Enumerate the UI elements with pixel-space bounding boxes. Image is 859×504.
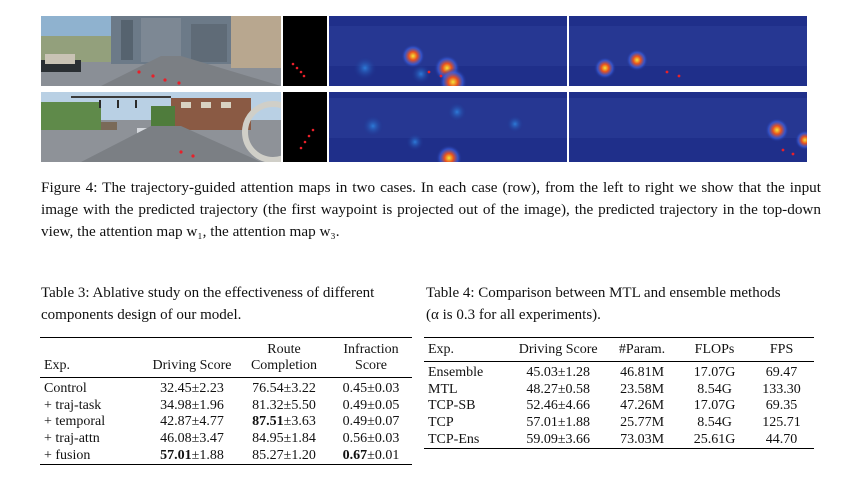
cell-driving-score: 57.01±1.88 <box>526 415 591 431</box>
cell-exp: Ensemble <box>428 365 484 381</box>
cell-driving-score: 42.87±4.77 <box>160 414 224 430</box>
input-image-case-1 <box>41 16 281 86</box>
cell-flops: 17.07G <box>693 398 736 414</box>
cell-infraction-score: 0.45±0.03 <box>342 381 400 397</box>
table-row: TCP-Ens 59.09±3.66 73.03M 25.61G 44.70 <box>424 431 814 449</box>
bev-trajectory-case-2 <box>283 92 327 162</box>
cell-params: 46.81M <box>620 365 665 381</box>
cell-flops: 17.07G <box>693 365 736 381</box>
cell-flops: 8.54G <box>697 415 732 431</box>
cell-infraction-score: 0.56±0.03 <box>342 431 400 447</box>
cell-exp: + traj-task <box>44 397 102 413</box>
cell-infraction-score-best: 0.67±0.01 <box>342 447 400 463</box>
col-header-driving-score: Driving Score <box>152 358 232 373</box>
figure-attention-maps <box>41 16 807 162</box>
cell-fps: 133.30 <box>762 381 801 397</box>
cell-infraction-score: 0.49±0.07 <box>342 414 400 430</box>
figure-caption-text: The trajectory-guided attention maps in … <box>41 179 821 240</box>
cell-exp: TCP <box>428 415 454 431</box>
table-row: + fusion 57.01±1.88 85.27±1.20 0.67±0.01 <box>40 447 412 465</box>
cell-route-completion: 84.95±1.84 <box>252 431 316 447</box>
figure-label: Figure 4: <box>41 179 98 196</box>
col-header-exp: Exp. <box>428 342 455 357</box>
cell-params: 23.58M <box>620 381 665 397</box>
cell-exp: Control <box>44 381 87 397</box>
cell-driving-score: 59.09±3.66 <box>526 431 591 447</box>
cell-infraction-score: 0.49±0.05 <box>342 397 400 413</box>
attention-map-w1-case-1 <box>329 16 567 86</box>
figure-row-case-1 <box>41 16 807 86</box>
table4-mtl-vs-ensemble: Exp. Driving Score #Param. FLOPs FPS Ens… <box>424 337 814 449</box>
col-header-route-completion: Route Completion <box>250 342 318 373</box>
figure-row-case-2 <box>41 92 807 162</box>
cell-exp: MTL <box>428 381 458 397</box>
table-header-row: Exp. Driving Score #Param. FLOPs FPS <box>424 337 814 362</box>
table-row: Control 32.45±2.23 76.54±3.22 0.45±0.03 <box>40 378 412 398</box>
cell-exp: + temporal <box>44 414 106 430</box>
attention-map-w3-case-2 <box>569 92 807 162</box>
cell-flops: 8.54G <box>697 381 732 397</box>
cell-driving-score: 32.45±2.23 <box>160 381 224 397</box>
table-row: TCP-SB 52.46±4.66 47.26M 17.07G 69.35 <box>424 398 814 415</box>
cell-fps: 69.35 <box>765 398 798 414</box>
table-row: + traj-task 34.98±1.96 81.32±5.50 0.49±0… <box>40 398 412 415</box>
cell-params: 47.26M <box>620 398 665 414</box>
cell-flops: 25.61G <box>693 431 736 447</box>
attention-map-w1-case-2 <box>329 92 567 162</box>
cell-exp: TCP-SB <box>428 398 476 414</box>
table3-ablation: Exp. Driving Score Route Completion Infr… <box>40 337 412 465</box>
cell-driving-score: 34.98±1.96 <box>160 397 224 413</box>
col-header-infraction-score: Infraction Score <box>343 342 399 373</box>
table-row: + temporal 42.87±4.77 87.51±3.63 0.49±0.… <box>40 414 412 431</box>
col-header-driving-score: Driving Score <box>518 342 598 357</box>
table-header-row: Exp. Driving Score Route Completion Infr… <box>40 337 412 378</box>
cell-route-completion: 81.32±5.50 <box>252 397 316 413</box>
col-header-exp: Exp. <box>44 358 71 373</box>
cell-exp: + fusion <box>44 447 91 463</box>
cell-params: 73.03M <box>620 431 665 447</box>
figure-caption: Figure 4: The trajectory-guided attentio… <box>41 177 821 243</box>
cell-fps: 44.70 <box>765 431 798 447</box>
cell-driving-score: 48.27±0.58 <box>526 381 591 397</box>
table-row: + traj-attn 46.08±3.47 84.95±1.84 0.56±0… <box>40 431 412 448</box>
col-header-fps: FPS <box>769 342 794 357</box>
col-header-params: #Param. <box>618 342 666 357</box>
table4-caption: Table 4: Comparison between MTL and ense… <box>426 285 781 323</box>
cell-driving-score: 46.08±3.47 <box>160 431 224 447</box>
attention-map-w3-case-1 <box>569 16 807 86</box>
cell-fps: 125.71 <box>762 415 801 431</box>
table-row: Ensemble 45.03±1.28 46.81M 17.07G 69.47 <box>424 362 814 382</box>
cell-driving-score: 52.46±4.66 <box>526 398 591 414</box>
cell-driving-score: 45.03±1.28 <box>526 365 591 381</box>
cell-route-completion: 76.54±3.22 <box>252 381 316 397</box>
cell-route-completion-best: 87.51±3.63 <box>252 414 316 430</box>
cell-driving-score-best: 57.01±1.88 <box>160 447 224 463</box>
cell-exp: TCP-Ens <box>428 431 480 447</box>
col-header-flops: FLOPs <box>694 342 735 357</box>
cell-route-completion: 85.27±1.20 <box>252 447 316 463</box>
table3-caption: Table 3: Ablative study on the effective… <box>41 285 375 323</box>
cell-params: 25.77M <box>620 415 665 431</box>
bev-trajectory-case-1 <box>283 16 327 86</box>
table-row: TCP 57.01±1.88 25.77M 8.54G 125.71 <box>424 415 814 432</box>
input-image-case-2 <box>41 92 281 162</box>
cell-fps: 69.47 <box>765 365 798 381</box>
cell-exp: + traj-attn <box>44 431 100 447</box>
table-row: MTL 48.27±0.58 23.58M 8.54G 133.30 <box>424 382 814 399</box>
